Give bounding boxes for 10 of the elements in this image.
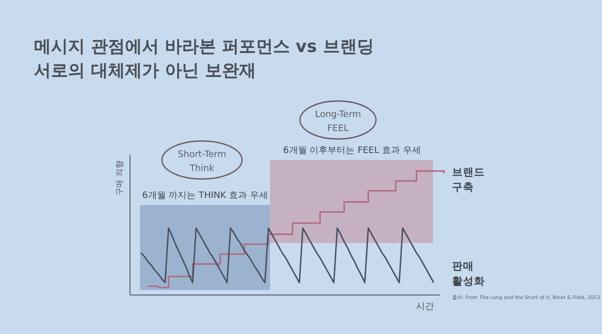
annotation: Short-Term Think (178, 150, 226, 174)
y-axis-title: 구매 의향 (115, 160, 124, 196)
text: 6개월 이후부터는 FEEL 효과 우세 (283, 146, 421, 156)
annotation: 6개월 까지는 THINK 효과 우세 (142, 191, 268, 201)
text: Long-Term FEEL (314, 110, 362, 134)
chart-subtitle: 서로의 대체제가 아닌 보완재 (34, 61, 256, 81)
series-label: 브랜드 구축 (452, 166, 485, 194)
x-axis-title: 시간 (416, 302, 434, 312)
series-label: 판매 활성화 (452, 260, 485, 288)
chart-title: 메시지 관점에서 바라본 퍼포먼스 vs 브랜딩 (34, 37, 374, 57)
